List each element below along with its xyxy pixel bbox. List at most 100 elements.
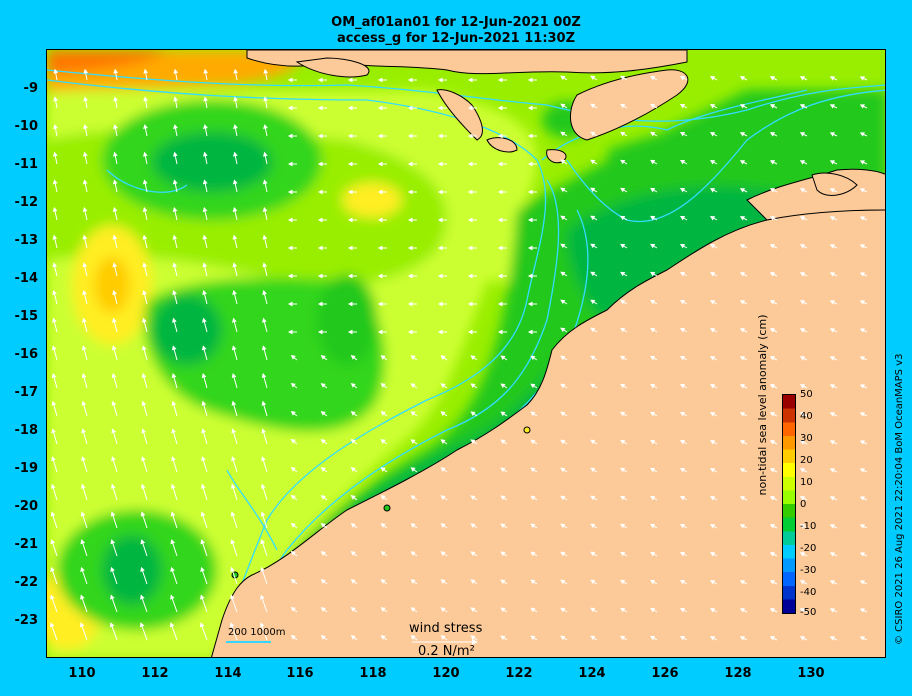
colorbar-tick: 10 [800, 477, 813, 488]
wind-arrow-head [859, 552, 865, 557]
wind-arrow-head [590, 467, 596, 473]
wind-arrow-head [527, 189, 533, 195]
wind-arrow-head [467, 161, 473, 167]
wind-arrow-head [769, 188, 776, 193]
wind-arrow-head [407, 217, 413, 223]
wind-arrow-head [679, 271, 686, 277]
wind-arrow-head [859, 160, 865, 165]
wind-arrow-head [202, 289, 207, 295]
wind-arrow-head [111, 400, 117, 406]
wind-arrow-head [53, 68, 59, 74]
wind-arrow-head [287, 245, 293, 251]
wind-arrow-head [113, 96, 118, 102]
wind-arrow-head [231, 400, 237, 406]
wind-arrow-head [202, 317, 207, 323]
wind-arrow-head [530, 523, 536, 529]
wind-arrow-head [50, 539, 56, 545]
wind-arrow-head [173, 124, 178, 129]
wind-arrow-head [142, 179, 148, 185]
wind-arrow-head [259, 622, 265, 628]
wind-arrow-head [142, 234, 148, 240]
wind-arrow-head [769, 608, 776, 613]
wind-arrow-head [500, 439, 506, 445]
wind-arrow-head [679, 75, 686, 81]
wind-arrow-head [203, 124, 208, 129]
wind-arrow-head [739, 160, 746, 165]
wind-arrow-head [380, 467, 386, 472]
wind-arrow-head [52, 317, 57, 323]
wind-arrow-head [650, 271, 656, 277]
wind-arrow-head [527, 217, 533, 223]
wind-arrow-head [859, 524, 865, 529]
wind-arrow-head [287, 189, 293, 195]
wind-arrow-head [141, 400, 147, 406]
wind-arrow-head [829, 496, 835, 501]
wind-arrow-head [650, 579, 656, 585]
wind-arrow-head [440, 495, 446, 500]
wind-arrow-head [52, 179, 58, 185]
wind-arrow-head [140, 511, 146, 517]
wind-arrow-head [769, 328, 776, 333]
wind-arrow-head [739, 104, 746, 109]
wind-arrow-head [679, 551, 686, 557]
wind-arrow-head [799, 272, 806, 277]
wind-arrow-head [590, 103, 596, 109]
wind-arrow-head [620, 523, 626, 529]
colorbar-tick: 20 [800, 455, 813, 466]
wind-arrow-head [52, 206, 58, 212]
wind-arrow-head [829, 552, 835, 557]
wind-arrow-head [590, 439, 596, 445]
wind-arrow-head [141, 345, 147, 351]
wind-arrow-head [437, 329, 443, 335]
wind-arrow-head [679, 299, 686, 305]
wind-arrow-head [82, 151, 88, 157]
wind-arrow-head [262, 289, 267, 295]
wind-arrow-head [437, 77, 443, 83]
lat-label: -10 [14, 119, 39, 134]
wind-arrow-head [650, 75, 656, 81]
wind-arrow-head [470, 495, 476, 500]
wind-arrow-head [560, 439, 566, 445]
wind-arrow-head [620, 411, 626, 417]
wind-arrow-head [347, 301, 353, 307]
wind-arrow-head [709, 636, 716, 641]
wind-arrow-head [530, 551, 536, 557]
wind-arrow-head [769, 104, 776, 109]
wind-arrow-head [203, 68, 209, 74]
wind-arrow-head [350, 439, 356, 444]
wind-arrow-head [347, 273, 353, 279]
wind-arrow-head [290, 466, 296, 472]
wind-arrow-head [261, 428, 266, 434]
wind-arrow-head [560, 467, 566, 473]
wind-arrow-head [290, 494, 296, 500]
wind-arrow-head [199, 622, 205, 628]
wind-arrow-head [437, 105, 443, 111]
wind-arrow-head [470, 383, 476, 388]
wind-arrow-head [590, 243, 596, 249]
wind-arrow-head [709, 76, 716, 81]
wind-arrow-head [320, 439, 326, 444]
wind-arrow-head [560, 411, 566, 417]
wind-arrow-head [679, 439, 686, 445]
lat-label: -17 [14, 385, 39, 400]
wind-arrow-head [440, 579, 446, 584]
wind-arrow-head [262, 151, 268, 157]
wind-arrow-head [829, 356, 835, 361]
bathymetry-scale-line [226, 641, 271, 643]
wind-arrow-head [320, 495, 326, 500]
wind-arrow-head [467, 189, 473, 195]
wind-arrow-head [829, 104, 835, 109]
wind-arrow-head [347, 161, 353, 167]
wind-arrow-head [410, 579, 416, 584]
wind-arrow-head [142, 262, 148, 268]
wind-arrow-head [650, 607, 656, 613]
wind-arrow-head [620, 299, 626, 305]
wind-arrow-head [141, 428, 146, 434]
wind-arrow-head [620, 579, 626, 585]
wind-arrow-head [410, 439, 416, 444]
wind-arrow-head [171, 345, 177, 351]
wind-arrow-head [287, 105, 293, 111]
landmass [211, 50, 885, 657]
wind-arrow-head [470, 467, 476, 472]
wind-arrow-head [82, 179, 88, 185]
